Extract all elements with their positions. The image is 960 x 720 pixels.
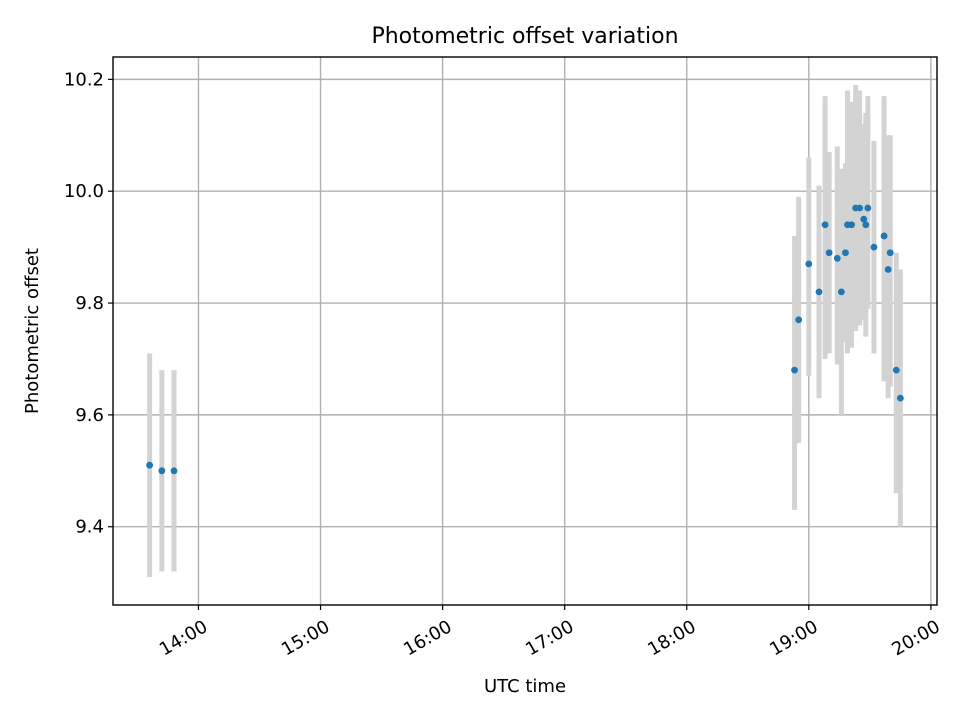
x-tick-label: 19:00: [766, 616, 821, 660]
data-point: [864, 204, 872, 212]
data-point: [884, 266, 892, 273]
data-point: [805, 260, 813, 268]
data-point: [880, 232, 888, 240]
data-point: [892, 366, 900, 374]
x-tick-label: 14:00: [156, 616, 211, 660]
data-point: [791, 366, 798, 374]
y-axis-label: Photometric offset: [22, 248, 43, 414]
x-tick-label: 16:00: [400, 616, 455, 660]
ticks-layer: 14:00 15:00 16:00 17:00 18:00 19:00 20:00 9.4 9.…: [64, 69, 944, 660]
data-point: [170, 467, 178, 475]
x-axis-label: UTC time: [484, 676, 566, 697]
y-tick-label: 10.2: [64, 69, 104, 90]
y-tick-label: 10.0: [64, 181, 104, 202]
data-point: [860, 215, 868, 223]
y-tick-label: 9.4: [75, 517, 104, 538]
data-point: [862, 221, 870, 229]
x-tick-label: 18:00: [644, 616, 699, 660]
y-tick-label: 9.6: [75, 405, 104, 426]
data-point: [815, 288, 823, 296]
data-point: [821, 221, 829, 229]
data-point: [842, 249, 849, 257]
data-point: [896, 394, 904, 402]
data-point: [886, 249, 894, 257]
data-point: [856, 204, 864, 212]
grid-layer: [113, 57, 937, 605]
error-bars-layer: [147, 84, 903, 578]
plot-frame: [112, 56, 938, 606]
x-tick-label: 15:00: [278, 616, 333, 660]
data-point: [795, 316, 803, 324]
data-point: [825, 249, 833, 257]
data-point: [158, 467, 166, 475]
data-point: [848, 221, 855, 229]
data-point: [833, 254, 841, 262]
data-point: [146, 461, 154, 469]
points-layer: [146, 204, 904, 475]
data-point: [837, 288, 845, 296]
x-tick-label: 20:00: [888, 616, 943, 660]
chart-title: Photometric offset variation: [371, 24, 678, 49]
data-point: [870, 243, 878, 251]
y-tick-label: 9.8: [75, 293, 104, 314]
x-tick-label: 17:00: [522, 616, 577, 660]
